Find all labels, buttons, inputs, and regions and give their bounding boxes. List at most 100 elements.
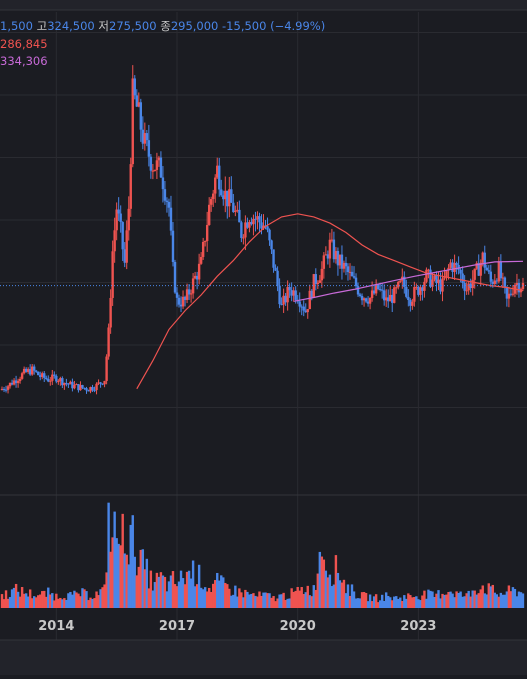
candle-body bbox=[41, 373, 44, 377]
volume-bar bbox=[6, 598, 10, 608]
candle-body bbox=[370, 290, 374, 298]
candle-body bbox=[171, 230, 175, 262]
candle-body bbox=[451, 262, 454, 272]
volume-bar bbox=[411, 597, 414, 608]
candle-body bbox=[53, 374, 56, 376]
candle-body bbox=[507, 293, 511, 299]
candle-body bbox=[37, 371, 40, 376]
volume-bar bbox=[63, 598, 66, 608]
candle-body bbox=[197, 263, 201, 280]
volume-bar bbox=[342, 579, 346, 608]
candle-body bbox=[336, 251, 340, 266]
volume-bar bbox=[61, 599, 64, 608]
candle-body bbox=[443, 277, 446, 279]
candle-body bbox=[260, 222, 263, 229]
volume-bar bbox=[207, 587, 211, 608]
volume-bar bbox=[131, 515, 134, 608]
volume-bar bbox=[270, 597, 273, 608]
volume-bar bbox=[252, 593, 255, 608]
volume-bar bbox=[149, 570, 153, 608]
candle-body bbox=[308, 290, 311, 310]
volume-bar bbox=[298, 590, 301, 608]
grid bbox=[0, 12, 527, 640]
volume-bar bbox=[59, 597, 62, 608]
low-label: 저 bbox=[98, 19, 109, 33]
candle-body bbox=[232, 202, 235, 212]
candle-body bbox=[59, 378, 62, 382]
candle-body bbox=[274, 267, 277, 271]
change-value: -15,500 bbox=[222, 19, 267, 33]
volume-bar bbox=[45, 596, 48, 608]
volume-bar bbox=[419, 600, 422, 608]
candle-body bbox=[300, 306, 303, 308]
candle-body bbox=[177, 297, 181, 305]
candle-body bbox=[276, 270, 279, 286]
volume-bar bbox=[356, 598, 360, 608]
volume-bar bbox=[230, 595, 233, 608]
candle-body bbox=[157, 157, 161, 161]
volume-bar bbox=[107, 502, 110, 608]
candle-body bbox=[485, 267, 488, 271]
candle-body bbox=[483, 252, 486, 268]
candle-body bbox=[107, 327, 110, 357]
candle-body bbox=[427, 269, 430, 271]
volume-bar bbox=[517, 591, 521, 608]
volume-bar bbox=[455, 591, 458, 608]
volume-bar bbox=[10, 589, 14, 608]
volume-bar bbox=[24, 593, 28, 608]
volume-bar bbox=[477, 593, 480, 608]
volume-bar bbox=[220, 575, 223, 608]
volume-bar bbox=[81, 588, 84, 608]
volume-bar bbox=[30, 598, 34, 608]
volume-bar bbox=[274, 601, 277, 608]
volume-bar bbox=[280, 594, 283, 608]
open-value: 1,500 bbox=[0, 19, 33, 33]
candle-body bbox=[173, 261, 177, 293]
candle-body bbox=[226, 190, 229, 207]
high-label: 고 bbox=[36, 19, 48, 33]
candle-body bbox=[399, 280, 402, 282]
volume-bar bbox=[372, 596, 376, 608]
volume-bar bbox=[447, 592, 450, 608]
candle-body bbox=[453, 263, 456, 272]
volume-bar bbox=[296, 586, 299, 608]
close-value: 295,000 bbox=[170, 19, 219, 33]
volume-bar bbox=[224, 582, 227, 608]
volume-bar bbox=[216, 572, 219, 608]
volume-bar bbox=[370, 601, 374, 608]
candle-body bbox=[417, 286, 420, 295]
candle-body bbox=[433, 275, 436, 280]
candle-body bbox=[22, 368, 26, 374]
volume-bar bbox=[26, 596, 30, 608]
low-value: 275,500 bbox=[109, 19, 157, 33]
volume-bar bbox=[258, 591, 261, 608]
volume-bar bbox=[93, 598, 96, 608]
candle-body bbox=[109, 297, 112, 328]
volume-bar bbox=[20, 587, 24, 608]
candle-body bbox=[421, 287, 424, 291]
candle-body bbox=[419, 287, 422, 295]
volume-bar bbox=[324, 570, 328, 608]
candle-body bbox=[117, 209, 120, 214]
volume-bar bbox=[401, 600, 404, 608]
candle-body bbox=[87, 390, 90, 392]
volume-bar bbox=[248, 594, 251, 608]
moving-averages bbox=[136, 213, 524, 390]
volume-bar bbox=[397, 598, 400, 608]
candle-body bbox=[167, 201, 171, 208]
volume-bar bbox=[260, 595, 263, 608]
volume-bar bbox=[28, 589, 32, 608]
volume-bar bbox=[16, 591, 20, 608]
volume-bar bbox=[175, 586, 179, 608]
volume-bar bbox=[53, 600, 56, 608]
ohlc-legend: 1,500 고324,500 저275,500 종295,000 -15,500… bbox=[0, 19, 325, 33]
volume-bar bbox=[286, 598, 289, 608]
volume-bar bbox=[195, 584, 199, 608]
candle-body bbox=[199, 256, 203, 264]
volume-bar bbox=[473, 590, 476, 608]
candle-body bbox=[362, 298, 366, 301]
candle-body bbox=[425, 269, 428, 282]
candle-body bbox=[139, 102, 143, 130]
